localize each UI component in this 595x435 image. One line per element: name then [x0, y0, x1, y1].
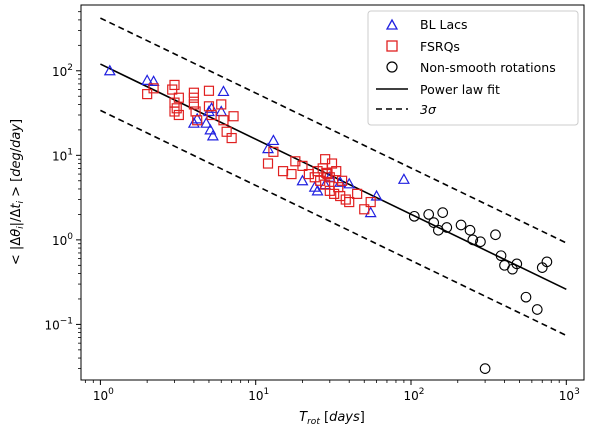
point-fsrqs: [216, 99, 227, 110]
point-fsrqs: [228, 111, 239, 122]
point-fsrqs: [262, 158, 274, 169]
point-fsrqs: [344, 196, 355, 208]
point-bl-lacs: [215, 105, 228, 117]
x-tick-label: 100: [93, 387, 114, 403]
legend-marker-non-smooth: [386, 61, 398, 73]
y-tick-label: 101: [52, 147, 73, 163]
point-bl-lacs: [370, 189, 383, 201]
point-fsrqs: [336, 175, 348, 186]
point-non-smooth-rotations: [511, 258, 523, 270]
point-non-smooth-rotations: [464, 224, 476, 236]
fit-lines: [100, 17, 567, 337]
point-non-smooth-rotations: [475, 236, 486, 248]
point-fsrqs: [321, 167, 332, 178]
legend-marker-fsrqs: [386, 40, 398, 52]
point-fsrqs: [331, 166, 342, 177]
point-non-smooth-rotations: [423, 209, 435, 220]
point-fsrqs: [173, 92, 184, 103]
point-fsrqs: [335, 190, 346, 202]
point-fsrqs: [365, 196, 376, 208]
point-bl-lacs: [141, 74, 154, 85]
point-bl-lacs: [296, 174, 309, 186]
point-non-smooth-rotations: [467, 234, 479, 246]
point-fsrqs: [359, 204, 370, 215]
point-fsrqs: [142, 88, 153, 100]
point-fsrqs: [188, 99, 200, 110]
y-axis-label: < |Δθi|/Δti > [deg/day]: [9, 119, 26, 265]
legend-label-non-smooth: Non-smooth rotations: [420, 60, 556, 75]
point-bl-lacs: [204, 123, 217, 135]
point-non-smooth-rotations: [495, 250, 507, 262]
point-fsrqs: [309, 172, 320, 183]
point-fsrqs: [171, 103, 182, 114]
point-fsrqs: [352, 188, 363, 199]
point-fsrqs: [169, 79, 180, 91]
point-fsrqs: [188, 92, 200, 103]
point-bl-lacs: [397, 173, 410, 184]
point-bl-lacs: [311, 184, 324, 196]
point-bl-lacs: [206, 129, 219, 141]
point-fsrqs: [297, 160, 308, 171]
point-non-smooth-rotations: [479, 363, 491, 374]
point-bl-lacs: [200, 116, 213, 128]
legend-box: [367, 10, 579, 126]
point-fsrqs: [340, 194, 351, 205]
point-non-smooth-rotations: [531, 304, 543, 315]
point-fsrqs: [286, 168, 297, 180]
point-bl-lacs: [217, 85, 230, 97]
point-bl-lacs: [267, 134, 280, 146]
point-bl-lacs: [191, 112, 204, 124]
point-bl-lacs: [205, 102, 218, 113]
legend-marker-bl-lacs: [385, 18, 399, 30]
line-lower-3sigma-2: [100, 109, 567, 337]
data-points: [103, 64, 553, 374]
point-non-smooth-rotations: [437, 207, 449, 218]
point-fsrqs: [268, 146, 279, 157]
point-fsrqs: [226, 132, 237, 144]
legend-label-power-law: Power law fit: [420, 82, 500, 97]
legend-label-fsrqs: FSRQs: [420, 39, 460, 54]
point-fsrqs: [203, 85, 215, 96]
point-fsrqs: [277, 166, 289, 177]
x-tick-label: 103: [559, 387, 580, 403]
point-non-smooth-rotations: [520, 291, 532, 303]
point-bl-lacs: [147, 75, 160, 86]
y-tick-label: 100: [52, 232, 73, 248]
point-non-smooth-rotations: [408, 210, 420, 222]
line-power-law-fit: [100, 63, 567, 291]
point-bl-lacs: [261, 142, 275, 154]
point-bl-lacs: [103, 64, 116, 76]
point-fsrqs: [206, 109, 217, 121]
point-bl-lacs: [364, 206, 377, 218]
axis-ticks: 100 101 102 103 10−1 100 101 102: [44, 11, 580, 403]
x-axis-label: Trot [days]: [299, 410, 365, 427]
y-tick-label: 10−1: [44, 316, 73, 332]
point-non-smooth-rotations: [455, 219, 467, 231]
legend: BL Lacs FSRQs Non-smooth rotations Power…: [367, 10, 579, 126]
x-tick-label: 101: [248, 387, 269, 403]
x-tick-label: 102: [403, 387, 424, 403]
point-non-smooth-rotations: [490, 229, 501, 241]
point-non-smooth-rotations: [441, 222, 453, 233]
plot-frame: [80, 4, 585, 381]
point-fsrqs: [173, 109, 184, 121]
point-fsrqs: [218, 115, 229, 126]
legend-label-3sigma: 3σ: [420, 102, 437, 117]
point-non-smooth-rotations: [428, 217, 440, 228]
line-3--1: [100, 17, 567, 244]
y-tick-label: 102: [52, 63, 73, 79]
legend-label-bl-lacs: BL Lacs: [420, 17, 468, 32]
point-fsrqs: [192, 115, 203, 126]
point-fsrqs: [148, 83, 159, 94]
point-non-smooth-rotations: [541, 256, 553, 268]
